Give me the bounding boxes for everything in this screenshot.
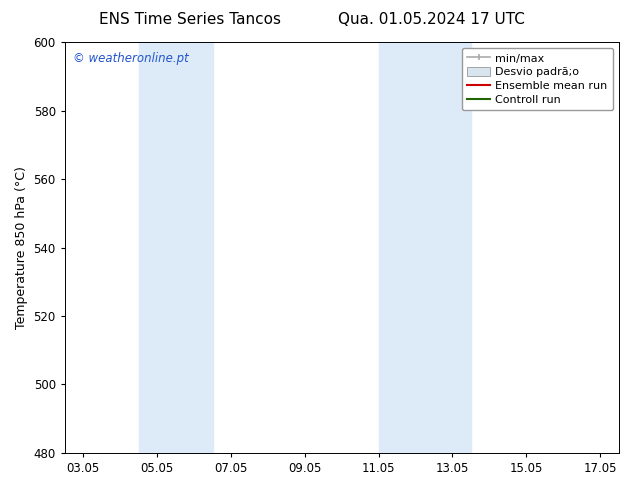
Bar (415, 42, 471, 453)
Legend: min/max, Desvio padrã;o, Ensemble mean run, Controll run: min/max, Desvio padrã;o, Ensemble mean r… (462, 48, 613, 110)
Text: Qua. 01.05.2024 17 UTC: Qua. 01.05.2024 17 UTC (338, 12, 524, 27)
Bar (378, 42, 415, 453)
Text: © weatheronline.pt: © weatheronline.pt (73, 52, 189, 65)
Bar (176, 42, 212, 453)
Text: ENS Time Series Tancos: ENS Time Series Tancos (99, 12, 281, 27)
Y-axis label: Temperature 850 hPa (°C): Temperature 850 hPa (°C) (15, 166, 28, 329)
Bar (139, 42, 176, 453)
